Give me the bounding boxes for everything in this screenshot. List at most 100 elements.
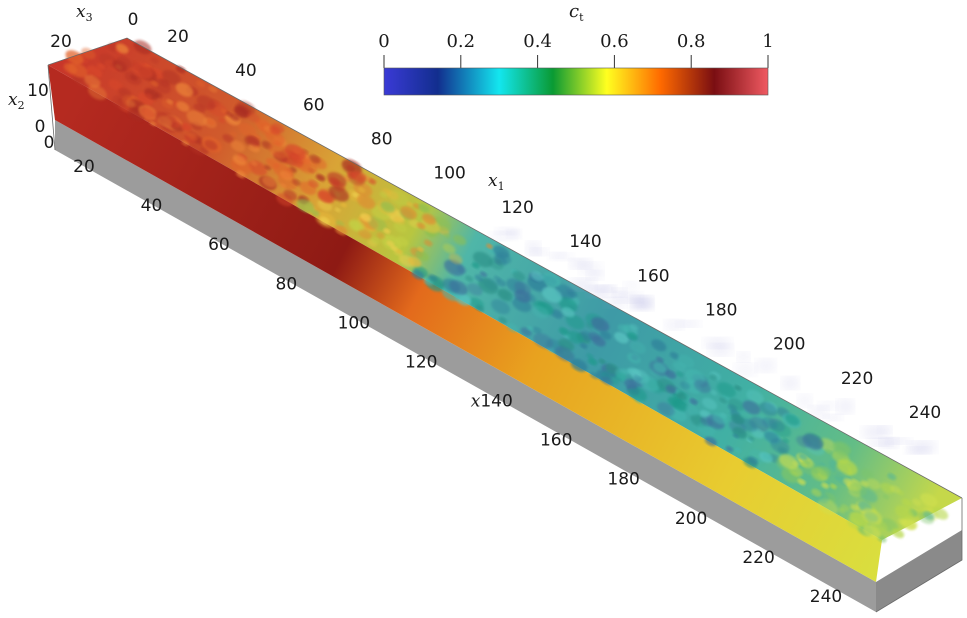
eddy-blob: [747, 456, 759, 465]
colorbar-title-main: c: [569, 1, 579, 22]
eddy-blob: [898, 518, 908, 526]
eddy-blob: [310, 209, 320, 217]
eddy-blob: [840, 504, 850, 512]
eddy-blob: [356, 194, 376, 210]
x1-bottom-tick-label: 180: [607, 470, 639, 490]
eddy-blob: [725, 445, 734, 453]
dilute-plume-haze: [548, 253, 574, 261]
eddy-blob: [627, 353, 641, 364]
eddy-blob: [561, 307, 575, 318]
eddy-blob: [566, 289, 578, 298]
eddy-blob: [624, 379, 638, 390]
eddy-blob: [396, 249, 403, 254]
eddy-blob: [335, 220, 345, 227]
eddy-blob: [570, 358, 588, 372]
eddy-blob: [422, 213, 436, 225]
eddy-blob: [465, 275, 474, 282]
eddy-blob: [530, 271, 544, 282]
eddy-blob: [912, 498, 922, 506]
x1-bottom-tick-label: 240: [810, 587, 842, 607]
eddy-blob: [449, 280, 468, 295]
x2-base-tick-label: 0: [44, 133, 55, 153]
eddy-blob: [542, 272, 561, 287]
eddy-blob: [627, 332, 638, 341]
eddy-blob: [785, 414, 800, 426]
x1-bottom-tick-label: 60: [208, 235, 230, 255]
eddy-blob: [218, 117, 226, 124]
eddy-blob: [400, 206, 417, 220]
eddy-blob: [667, 396, 681, 408]
colorbar-tick-label: 0.4: [523, 31, 552, 52]
eddy-blob: [176, 101, 190, 112]
eddy-blob: [448, 253, 463, 265]
eddy-blob: [68, 62, 88, 78]
eddy-blob: [617, 324, 629, 333]
eddy-blob: [653, 362, 667, 373]
eddy-blob: [309, 154, 321, 164]
eddy-blob: [183, 131, 191, 137]
eddy-blob: [656, 356, 664, 363]
eddy-blob: [186, 110, 207, 127]
eddy-blob: [567, 330, 584, 344]
colorbar-tick-label: 0: [378, 31, 389, 52]
eddy-blob: [694, 379, 711, 393]
eddy-blob: [279, 170, 293, 181]
x1-bottom-tick-label: 220: [742, 548, 774, 568]
colorbar-tick-label: 0.8: [677, 31, 706, 52]
base-end-face: [876, 530, 962, 612]
eddy-blob: [269, 126, 281, 135]
x2-label-main: x: [8, 90, 18, 110]
eddy-blob: [882, 494, 889, 500]
eddy-blob: [700, 416, 713, 427]
eddy-blob: [111, 94, 133, 111]
x1-bottom-tick-label: 80: [276, 274, 298, 294]
eddy-blob: [393, 222, 407, 233]
eddy-blob: [268, 142, 289, 159]
x1-top-tick-label: 120: [501, 198, 533, 218]
eddy-blob: [565, 314, 585, 330]
dilute-plume-haze: [531, 248, 549, 256]
eddy-blob: [139, 106, 156, 119]
eddy-blob: [614, 331, 629, 344]
eddy-blob: [65, 50, 84, 65]
eddy-blob: [416, 222, 426, 230]
eddy-blob: [701, 397, 718, 410]
colorbar-tick-label: 0.2: [446, 31, 475, 52]
eddy-blob: [532, 326, 542, 334]
eddy-blob: [746, 389, 764, 404]
eddy-blob: [782, 438, 790, 444]
eddy-blob: [383, 228, 391, 234]
eddy-blob: [587, 357, 598, 366]
eddy-blob: [352, 192, 360, 198]
eddy-blob: [429, 276, 445, 288]
eddy-blob: [716, 382, 736, 398]
eddy-blob: [778, 454, 799, 470]
eddy-blob: [669, 351, 679, 360]
dilute-plume-haze: [569, 278, 596, 291]
x1-bottom-tick-label: 100: [338, 313, 370, 333]
eddy-blob: [598, 358, 606, 365]
eddy-blob: [193, 103, 206, 113]
eddy-blob: [730, 413, 745, 425]
dilute-plume-haze: [824, 414, 843, 421]
x1-bottom-axis-label: x: [471, 392, 481, 412]
eddy-blob: [166, 99, 174, 105]
eddy-blob: [514, 281, 532, 295]
eddy-blob: [220, 108, 227, 114]
eddy-blob: [266, 157, 280, 169]
eddy-blob: [837, 459, 858, 476]
eddy-blob: [704, 436, 717, 447]
channel-box: [47, 37, 963, 613]
eddy-blob: [712, 412, 728, 425]
eddy-blob: [802, 433, 823, 450]
eddy-blob: [629, 323, 639, 331]
eddy-blob: [149, 121, 157, 127]
dilute-plume-haze: [782, 377, 799, 390]
eddy-blob: [232, 154, 247, 166]
eddy-blob: [230, 131, 237, 137]
eddy-blob: [759, 401, 778, 417]
eddy-blob: [551, 309, 563, 319]
eddy-blob: [250, 160, 258, 167]
dilute-plume-haze: [756, 359, 776, 373]
x1-bottom-tick-label: 160: [540, 431, 572, 451]
